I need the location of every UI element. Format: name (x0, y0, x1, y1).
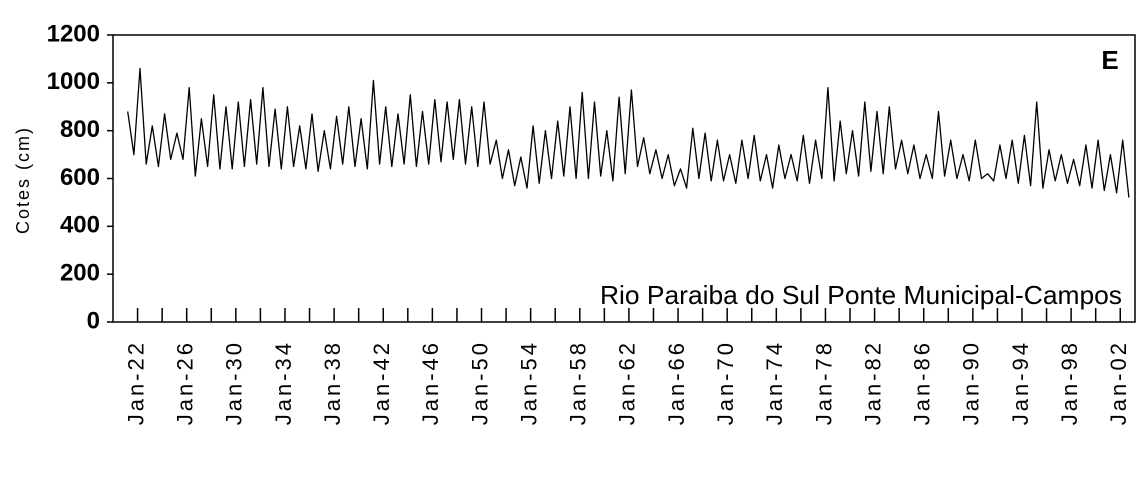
data-line (127, 67, 1130, 198)
x-tick-label: Jan-98 (1057, 340, 1082, 425)
y-tick-label: 800 (60, 116, 100, 143)
x-tick-label: Jan-46 (418, 340, 443, 425)
y-tick-label: 200 (60, 260, 100, 287)
x-tick-label: Jan-74 (762, 340, 787, 425)
y-axis-label: Cotes (cm) (13, 126, 33, 234)
y-tick-label: 0 (87, 307, 100, 334)
x-tick-label: Jan-26 (173, 340, 198, 425)
x-tick-label: Jan-42 (369, 340, 394, 425)
y-tick-label: 600 (60, 164, 100, 191)
x-tick-label: Jan-66 (664, 340, 689, 425)
x-tick-label: Jan-02 (1106, 340, 1131, 425)
x-tick-label: Jan-78 (811, 340, 836, 425)
x-tick-label: Jan-30 (222, 340, 247, 425)
x-tick-label: Jan-86 (910, 340, 935, 425)
y-tick-label: 1200 (47, 20, 100, 47)
x-tick-label: Jan-94 (1008, 340, 1033, 425)
x-tick-label: Jan-90 (959, 340, 984, 425)
y-tick-label: 400 (60, 212, 100, 239)
x-tick-label: Jan-50 (467, 340, 492, 425)
chart-title: E (1101, 45, 1118, 75)
y-tick-label: 1000 (47, 68, 100, 95)
x-tick-label: Jan-62 (615, 340, 640, 425)
x-tick-label: Jan-22 (123, 340, 148, 425)
x-tick-label: Jan-70 (713, 340, 738, 425)
annotation: Rio Paraiba do Sul Ponte Municipal-Campo… (600, 280, 1122, 310)
x-tick-label: Jan-54 (516, 340, 541, 425)
x-tick-label: Jan-34 (271, 340, 296, 425)
x-tick-label: Jan-38 (320, 340, 345, 425)
x-tick-label: Jan-82 (860, 340, 885, 425)
x-tick-label: Jan-58 (566, 340, 591, 425)
